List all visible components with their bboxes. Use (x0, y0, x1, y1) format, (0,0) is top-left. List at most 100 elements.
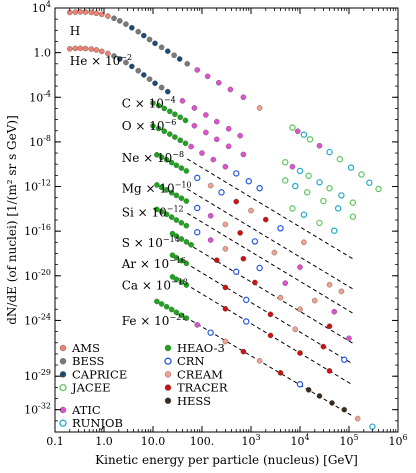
y-tick-label-exponent: -29 (38, 368, 51, 377)
data-point-c (334, 205, 342, 212)
data-point-si (168, 214, 175, 220)
y-tick-label-base: 10 (32, 2, 46, 15)
data-point-o (150, 123, 156, 129)
data-point-si (222, 246, 229, 252)
data-point-ca (243, 318, 250, 325)
x-tick-label-exponent: 6 (402, 433, 407, 442)
data-point-o (210, 156, 217, 163)
data-point-o (182, 140, 189, 147)
legend-label-ams: AMS (71, 341, 100, 355)
data-point-h (326, 148, 333, 156)
data-point-h (300, 131, 308, 138)
fit-line-s (186, 242, 354, 344)
data-point-he (191, 105, 198, 111)
data-point-fe (158, 301, 165, 307)
data-point-si (163, 211, 170, 218)
data-point-fe (207, 329, 214, 336)
data-point-h (176, 56, 183, 62)
data-point-o (188, 143, 194, 150)
data-point-si (194, 229, 201, 236)
data-point-he (305, 172, 312, 180)
data-point-h (123, 21, 129, 27)
data-point-he (123, 59, 129, 66)
y-tick-label-base: 1.0 (34, 47, 52, 60)
label-exponent-s: −14 (163, 235, 180, 244)
data-point-s (188, 241, 194, 248)
data-point-h (72, 9, 79, 15)
data-point-ar (173, 254, 180, 261)
label-exponent-c: −4 (164, 96, 176, 105)
data-point-mg (251, 238, 259, 245)
x-tick-label-exponent: 3 (255, 433, 260, 442)
data-point-h (375, 185, 382, 193)
data-point-ar (183, 260, 190, 267)
data-points (66, 9, 382, 430)
y-tick-label-base: 10 (24, 270, 38, 283)
data-point-fe (163, 303, 170, 310)
y-tick-label-base: 10 (29, 136, 43, 149)
y-tick-label: 10-4 (29, 89, 51, 104)
data-point-o (177, 137, 184, 144)
x-tick-label: 104 (290, 433, 309, 448)
legend-marker-jacee (59, 383, 67, 392)
data-point-ca (326, 368, 333, 374)
data-point-he (72, 45, 79, 52)
label-ne: Ne × 10−8 (122, 150, 184, 165)
y-tick-label-base: 10 (24, 404, 38, 417)
data-point-mg (297, 264, 303, 270)
data-point-fe (173, 309, 180, 316)
data-point-he (135, 67, 142, 74)
data-point-mg (168, 189, 175, 196)
data-point-si (331, 308, 338, 315)
data-point-he (296, 167, 304, 175)
data-point-h (306, 136, 314, 143)
data-point-ca (178, 279, 185, 285)
label-ar: Ar × 10−16 (121, 256, 186, 271)
data-point-mg (237, 230, 243, 236)
data-point-h (146, 36, 153, 43)
data-point-he (77, 45, 84, 52)
data-point-ne (262, 216, 269, 223)
data-point-c (191, 122, 198, 129)
data-point-h (215, 79, 222, 86)
y-tick-label-exponent: -16 (38, 223, 51, 232)
y-tick-label-exponent: -4 (43, 89, 51, 98)
data-point-h (194, 67, 201, 73)
label-he: He × 10−2 (70, 53, 132, 68)
data-point-ca (173, 276, 180, 283)
label-main-s: S × 10 (122, 236, 163, 250)
data-point-he (282, 159, 289, 166)
data-point-he (158, 84, 165, 91)
label-main-h: H (70, 24, 80, 38)
data-point-he (289, 163, 296, 170)
label-main-o: O × 10 (122, 119, 165, 133)
data-point-c (349, 213, 357, 220)
y-tick-label: 10-16 (24, 223, 51, 238)
data-point-o (316, 219, 323, 227)
data-point-si (256, 264, 263, 272)
y-tick-label-exponent: -20 (38, 268, 51, 277)
data-point-ca (267, 332, 274, 339)
data-point-mg (222, 221, 229, 228)
data-point-h (256, 105, 263, 111)
data-point-ne (173, 162, 180, 169)
data-point-ar (267, 311, 274, 318)
data-point-c (166, 108, 173, 115)
x-tick-label-base: 0.1 (46, 435, 64, 448)
data-point-he (93, 47, 100, 53)
data-point-fe (240, 348, 247, 355)
data-point-ne (301, 239, 307, 246)
data-point-he (349, 199, 357, 206)
data-point-o (256, 185, 263, 192)
data-point-he (88, 46, 95, 52)
y-tick-label-base: 10 (24, 370, 38, 383)
data-point-c (303, 189, 311, 196)
y-tick-label-exponent: -8 (43, 134, 51, 143)
label-exponent-si: −12 (167, 205, 184, 214)
y-tick-label-exponent: -12 (38, 179, 51, 188)
data-point-mg (194, 204, 201, 212)
data-point-ne (158, 154, 165, 161)
y-tick-label: 10-8 (29, 134, 51, 149)
data-point-ar (292, 326, 299, 333)
y-tick-label: 1.0 (34, 47, 52, 60)
